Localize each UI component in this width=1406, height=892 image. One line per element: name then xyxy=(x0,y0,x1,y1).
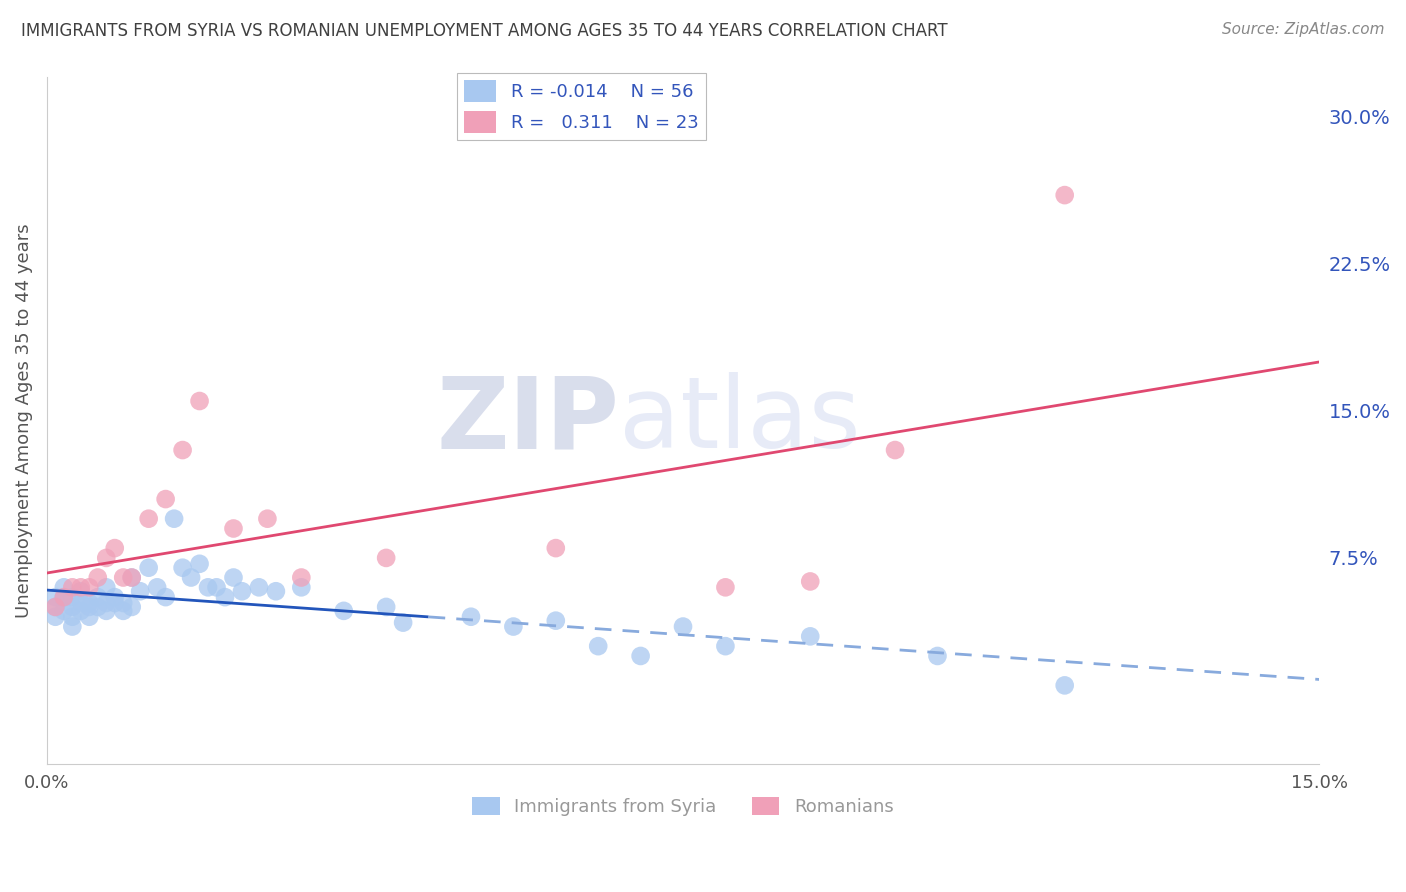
Point xyxy=(79,580,101,594)
Point xyxy=(586,639,609,653)
Point xyxy=(44,599,66,614)
Point xyxy=(714,639,737,653)
Point xyxy=(222,570,245,584)
Point xyxy=(256,511,278,525)
Point xyxy=(884,443,907,458)
Point xyxy=(69,580,91,594)
Point xyxy=(188,394,211,409)
Point xyxy=(112,570,135,584)
Point xyxy=(52,580,75,594)
Point xyxy=(69,604,91,618)
Point xyxy=(197,580,219,594)
Point xyxy=(121,599,143,614)
Point xyxy=(630,648,652,663)
Point xyxy=(375,550,398,565)
Point xyxy=(52,590,75,604)
Point xyxy=(1053,678,1076,692)
Point xyxy=(79,596,101,610)
Point xyxy=(44,590,66,604)
Text: IMMIGRANTS FROM SYRIA VS ROMANIAN UNEMPLOYMENT AMONG AGES 35 TO 44 YEARS CORRELA: IMMIGRANTS FROM SYRIA VS ROMANIAN UNEMPL… xyxy=(21,22,948,40)
Point xyxy=(96,580,118,594)
Point xyxy=(799,629,821,643)
Text: atlas: atlas xyxy=(620,372,860,469)
Point xyxy=(138,560,160,574)
Point xyxy=(1053,188,1076,202)
Point xyxy=(96,596,118,610)
Point xyxy=(87,599,110,614)
Point xyxy=(112,604,135,618)
Point xyxy=(52,590,75,604)
Point xyxy=(69,596,91,610)
Point xyxy=(264,584,287,599)
Point xyxy=(96,604,118,618)
Y-axis label: Unemployment Among Ages 35 to 44 years: Unemployment Among Ages 35 to 44 years xyxy=(15,223,32,618)
Point xyxy=(544,614,567,628)
Point xyxy=(155,492,177,507)
Point xyxy=(392,615,415,630)
Point xyxy=(112,596,135,610)
Point xyxy=(714,580,737,594)
Point xyxy=(87,590,110,604)
Point xyxy=(163,511,186,525)
Point xyxy=(222,521,245,535)
Point xyxy=(79,609,101,624)
Point xyxy=(69,584,91,599)
Point xyxy=(87,570,110,584)
Point xyxy=(52,604,75,618)
Point xyxy=(172,443,194,458)
Point xyxy=(121,570,143,584)
Point xyxy=(104,541,127,555)
Point xyxy=(104,596,127,610)
Point xyxy=(672,619,695,633)
Point xyxy=(96,550,118,565)
Point xyxy=(180,570,202,584)
Point xyxy=(247,580,270,594)
Point xyxy=(155,590,177,604)
Point xyxy=(214,590,236,604)
Point xyxy=(121,570,143,584)
Point xyxy=(188,557,211,571)
Point xyxy=(138,511,160,525)
Point xyxy=(375,599,398,614)
Point xyxy=(544,541,567,555)
Point xyxy=(129,584,152,599)
Point xyxy=(290,580,312,594)
Point xyxy=(60,619,83,633)
Point xyxy=(60,590,83,604)
Point xyxy=(205,580,228,594)
Point xyxy=(79,599,101,614)
Point xyxy=(231,584,253,599)
Point xyxy=(146,580,169,594)
Point xyxy=(44,609,66,624)
Point xyxy=(172,560,194,574)
Point xyxy=(60,599,83,614)
Point xyxy=(460,609,482,624)
Point xyxy=(332,604,354,618)
Point xyxy=(44,599,66,614)
Point xyxy=(290,570,312,584)
Text: ZIP: ZIP xyxy=(436,372,620,469)
Text: Source: ZipAtlas.com: Source: ZipAtlas.com xyxy=(1222,22,1385,37)
Point xyxy=(927,648,949,663)
Point xyxy=(799,574,821,589)
Point xyxy=(60,609,83,624)
Legend: Immigrants from Syria, Romanians: Immigrants from Syria, Romanians xyxy=(465,789,901,823)
Point xyxy=(104,590,127,604)
Point xyxy=(60,580,83,594)
Point xyxy=(502,619,524,633)
